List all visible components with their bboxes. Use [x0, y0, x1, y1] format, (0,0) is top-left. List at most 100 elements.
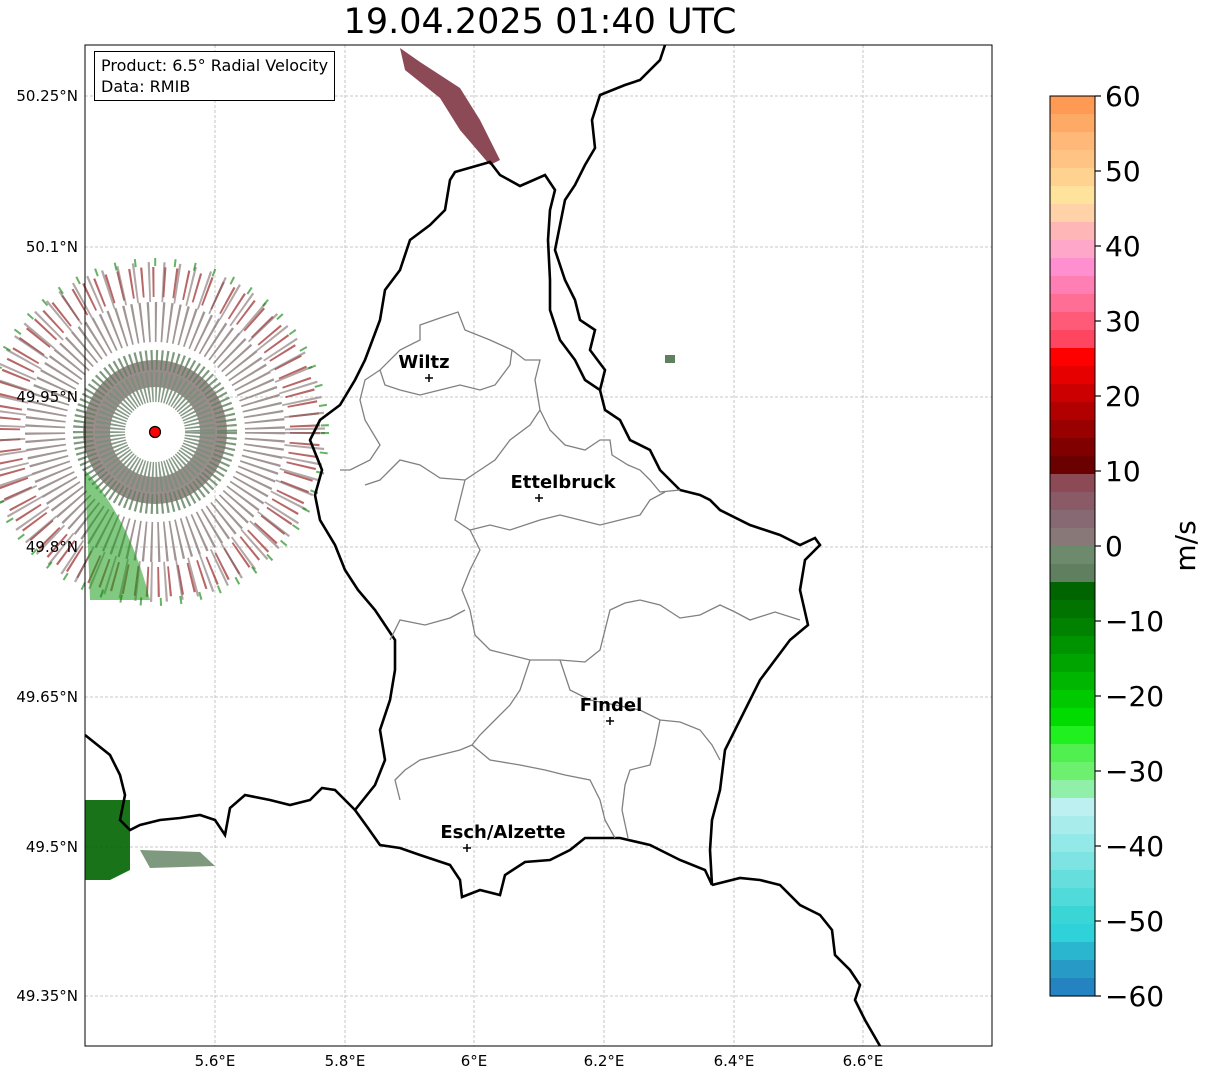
colorbar-segment [1050, 258, 1095, 277]
colorbar-segment [1050, 780, 1095, 799]
city-marker-ettelbruck [535, 494, 543, 502]
colorbar-segment [1050, 402, 1095, 421]
colorbar-tick-label: 60 [1105, 80, 1141, 113]
colorbar-segment [1050, 168, 1095, 187]
lon-tick-label: 6°E [461, 1052, 488, 1070]
colorbar-segment [1050, 528, 1095, 547]
colorbar-segment [1050, 960, 1095, 979]
colorbar-tick-label: 30 [1105, 305, 1141, 338]
city-label-ettelbruck: Ettelbruck [510, 472, 616, 493]
colorbar-segment [1050, 492, 1095, 511]
radar-site-marker [148, 425, 162, 439]
colorbar-tick-label: −60 [1105, 980, 1164, 1013]
colorbar-tick-label: −30 [1105, 755, 1164, 788]
map-title: 19.04.2025 01:40 UTC [343, 2, 737, 42]
colorbar-segment [1050, 744, 1095, 763]
lon-tick-label: 6.6°E [843, 1052, 884, 1070]
colorbar-segment [1050, 132, 1095, 151]
colorbar-segment [1050, 708, 1095, 727]
colorbar-segment [1050, 726, 1095, 745]
colorbar-segment [1050, 582, 1095, 601]
colorbar-ticks [1095, 95, 1101, 997]
colorbar-segment [1050, 600, 1095, 619]
data-source-label: Data: RMIB [101, 77, 191, 96]
colorbar-segment [1050, 816, 1095, 835]
colorbar-segment [1050, 114, 1095, 133]
city-label-findel: Findel [580, 695, 643, 716]
colorbar-segment [1050, 870, 1095, 889]
colorbar-segment [1050, 942, 1095, 961]
colorbar-segment [1050, 186, 1095, 205]
colorbar-segment [1050, 222, 1095, 241]
lon-tick-label: 6.2°E [584, 1052, 625, 1070]
colorbar: 60 50 40 30 20 10 0 −10 −20 −30 −40 −50 … [1049, 80, 1202, 1013]
colorbar-segment [1050, 294, 1095, 313]
colorbar-segment [1050, 204, 1095, 223]
colorbar-tick-label: −20 [1105, 680, 1164, 713]
colorbar-segment [1050, 978, 1095, 997]
colorbar-segment [1050, 312, 1095, 331]
lon-tick-label: 6.4°E [714, 1052, 755, 1070]
colorbar-segment [1050, 852, 1095, 871]
colorbar-segment [1050, 834, 1095, 853]
colorbar-segment [1050, 906, 1095, 925]
lat-tick-label: 50.1°N [26, 238, 78, 256]
colorbar-segment [1050, 366, 1095, 385]
colorbar-tick-label: 0 [1105, 530, 1123, 563]
city-markers [425, 374, 614, 852]
colorbar-segment [1050, 420, 1095, 439]
colorbar-segment [1050, 618, 1095, 637]
colorbar-tick-label: −50 [1105, 905, 1164, 938]
map-frame [84, 44, 993, 1047]
colorbar-segment [1050, 888, 1095, 907]
country-borders [84, 44, 882, 1047]
city-marker-wiltz [425, 374, 433, 382]
city-marker-findel [606, 717, 614, 725]
colorbar-tick-label: 50 [1105, 155, 1141, 188]
city-label-wiltz: Wiltz [398, 352, 449, 373]
lon-ticks: 5.6°E 5.8°E 6°E 6.2°E 6.4°E 6.6°E [195, 1052, 884, 1070]
lat-ticks: 50.25°N 50.1°N 49.95°N 49.8°N 49.65°N 49… [16, 87, 78, 1005]
colorbar-segment [1050, 438, 1095, 457]
colorbar-segment [1050, 762, 1095, 781]
lon-tick-label: 5.6°E [195, 1052, 236, 1070]
colorbar-segment [1050, 636, 1095, 655]
colorbar-segment [1050, 654, 1095, 673]
product-label: Product: 6.5° Radial Velocity [101, 56, 329, 75]
colorbar-segment [1050, 564, 1095, 583]
city-marker-esch [463, 844, 471, 852]
city-label-esch: Esch/Alzette [440, 822, 565, 843]
colorbar-segment [1050, 276, 1095, 295]
lat-tick-label: 49.8°N [26, 538, 78, 556]
map-background [85, 45, 992, 1046]
colorbar-segment [1050, 474, 1095, 493]
lat-tick-label: 49.35°N [16, 987, 78, 1005]
colorbar-segment [1050, 96, 1095, 115]
lat-tick-label: 50.25°N [16, 87, 78, 105]
colorbar-segment [1050, 798, 1095, 817]
colorbar-segment [1050, 690, 1095, 709]
colorbar-segment [1050, 330, 1095, 349]
colorbar-tick-label: 40 [1105, 230, 1141, 263]
colorbar-segment [1050, 384, 1095, 403]
colorbar-segment [1050, 546, 1095, 565]
colorbar-segment [1050, 456, 1095, 475]
lat-tick-label: 49.65°N [16, 688, 78, 706]
canton-borders [340, 311, 801, 839]
colorbar-segment [1050, 240, 1095, 259]
colorbar-tick-label: 10 [1105, 455, 1141, 488]
lat-tick-label: 49.95°N [16, 388, 78, 406]
colorbar-segment [1050, 924, 1095, 943]
colorbar-segment [1050, 672, 1095, 691]
colorbar-segment [1050, 348, 1095, 367]
colorbar-segment [1050, 510, 1095, 529]
radar-echoes [0, 48, 675, 880]
colorbar-segments [1050, 96, 1095, 997]
colorbar-tick-label: −10 [1105, 605, 1164, 638]
colorbar-unit-label: m/s [1169, 520, 1202, 571]
lon-tick-label: 5.8°E [325, 1052, 366, 1070]
colorbar-segment [1050, 150, 1095, 169]
product-info-box: Product: 6.5° Radial Velocity Data: RMIB [94, 51, 336, 101]
lat-tick-label: 49.5°N [26, 838, 78, 856]
